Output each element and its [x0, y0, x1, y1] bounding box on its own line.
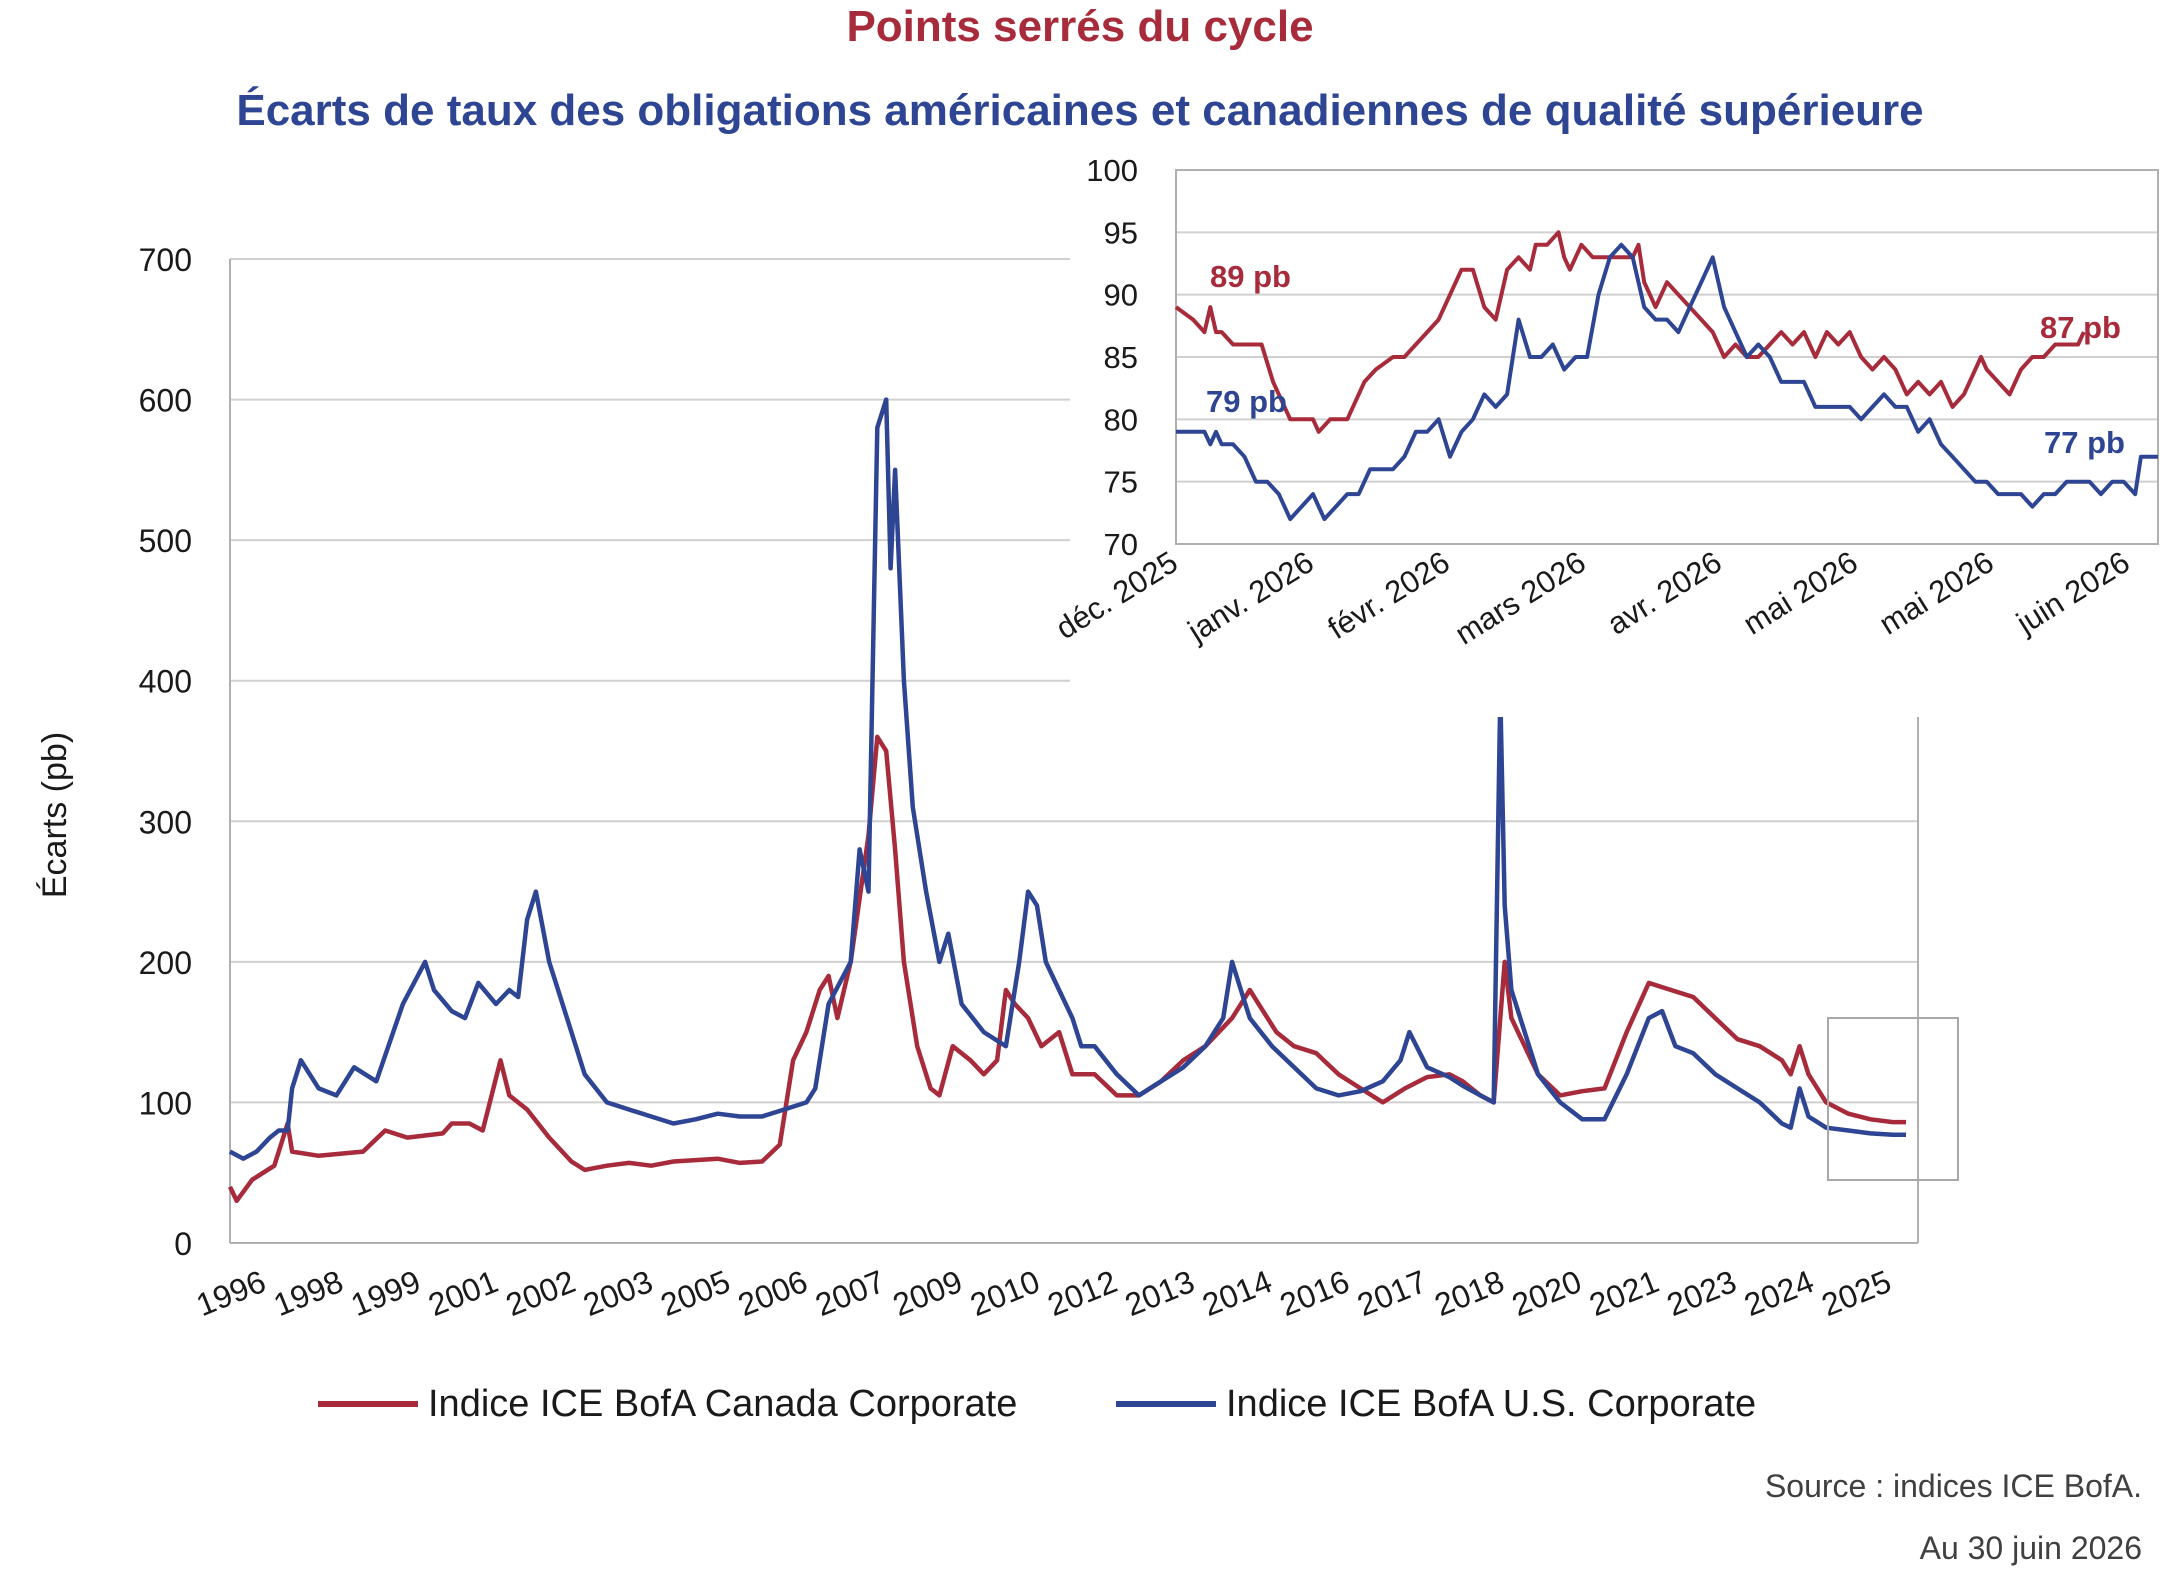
legend-item-canada: Indice ICE BofA Canada Corporate: [318, 1382, 1017, 1426]
main-x-tick-label: 2006: [733, 1263, 812, 1323]
main-y-tick-label: 600: [139, 383, 192, 419]
inset-y-ticks: 70 75 80 85 90 95 100: [1086, 153, 1138, 562]
chart-title: Points serrés du cycle: [846, 2, 1314, 51]
main-x-tick-label: 2003: [578, 1263, 657, 1323]
main-x-tick-label: 2024: [1739, 1263, 1818, 1323]
inset-y-tick-label: 75: [1104, 465, 1138, 500]
date-note: Au 30 juin 2026: [1919, 1530, 2142, 1566]
main-y-ticks: 0 100 200 300 400 500 600 700: [139, 242, 192, 1262]
main-x-tick-label: 2018: [1430, 1263, 1509, 1323]
main-series-lines: [227, 397, 1906, 1204]
inset-series-line-us: [1176, 242, 2158, 522]
legend-label-canada: Indice ICE BofA Canada Corporate: [428, 1382, 1018, 1425]
main-y-tick-label: 500: [139, 523, 192, 559]
main-x-tick-label: 2009: [888, 1263, 967, 1323]
legend-item-us: Indice ICE BofA U.S. Corporate: [1116, 1382, 1756, 1426]
main-x-tick-label: 2021: [1584, 1263, 1663, 1323]
main-x-tick-label: 2005: [656, 1263, 735, 1323]
main-x-tick-label: 2013: [1120, 1263, 1199, 1323]
inset-y-tick-label: 95: [1104, 215, 1138, 250]
main-y-tick-label: 300: [139, 804, 192, 840]
inset-series-line-canada: [1174, 230, 2086, 434]
main-x-tick-label: 2001: [423, 1263, 502, 1323]
main-x-tick-label: 2010: [965, 1263, 1044, 1323]
zoom-highlight-box: [1827, 1017, 1959, 1181]
source-note: Source : indices ICE BofA.: [1764, 1468, 2142, 1504]
main-y-tick-label: 0: [174, 1226, 192, 1262]
chart-subtitle: Écarts de taux des obligations américain…: [236, 86, 1924, 135]
main-y-tick-label: 700: [139, 242, 192, 278]
main-x-tick-label: 2016: [1275, 1263, 1354, 1323]
inset-y-tick-label: 70: [1104, 527, 1138, 562]
inset-y-tick-label: 90: [1104, 278, 1138, 313]
main-x-tick-label: 1999: [346, 1263, 425, 1323]
main-x-tick-label: 1996: [191, 1263, 270, 1323]
main-x-tick-label: 2007: [810, 1263, 889, 1323]
main-x-tick-label: 2023: [1662, 1263, 1741, 1323]
inset-label-canada-start: 89 pb: [1210, 259, 1291, 294]
inset-frame: [1175, 169, 2159, 545]
legend-swatch-canada: [318, 1401, 418, 1407]
main-y-tick-label: 400: [139, 664, 192, 700]
series-line-canada: [227, 734, 1906, 1204]
inset-series-lines: [1174, 230, 2158, 522]
main-x-tick-label: 2014: [1197, 1263, 1276, 1323]
inset-label-us-start: 79 pb: [1206, 384, 1287, 419]
inset-y-tick-label: 100: [1086, 153, 1138, 188]
main-x-tick-label: 2025: [1817, 1263, 1896, 1323]
inset-y-tick-label: 80: [1104, 402, 1138, 437]
inset-label-us-end: 77 pb: [2044, 425, 2125, 460]
inset-grid: [1175, 169, 2159, 545]
main-x-tick-label: 2002: [501, 1263, 580, 1323]
main-x-tick-label: 2012: [1043, 1263, 1122, 1323]
main-y-axis-label: Écarts (pb): [36, 732, 74, 898]
legend-swatch-us: [1116, 1401, 1216, 1407]
series-line-us: [228, 397, 1906, 1161]
main-x-tick-label: 2020: [1507, 1263, 1586, 1323]
legend-label-us: Indice ICE BofA U.S. Corporate: [1226, 1382, 1757, 1425]
inset-label-canada-end: 87 pb: [2040, 310, 2121, 345]
main-x-tick-label: 2017: [1352, 1263, 1431, 1323]
main-y-tick-label: 200: [139, 945, 192, 981]
main-x-tick-label: 1998: [269, 1263, 348, 1323]
main-x-ticks: 1996199819992001200220032005200620072009…: [191, 1263, 1896, 1323]
inset-y-tick-label: 85: [1104, 340, 1138, 375]
main-y-tick-label: 100: [139, 1085, 192, 1121]
